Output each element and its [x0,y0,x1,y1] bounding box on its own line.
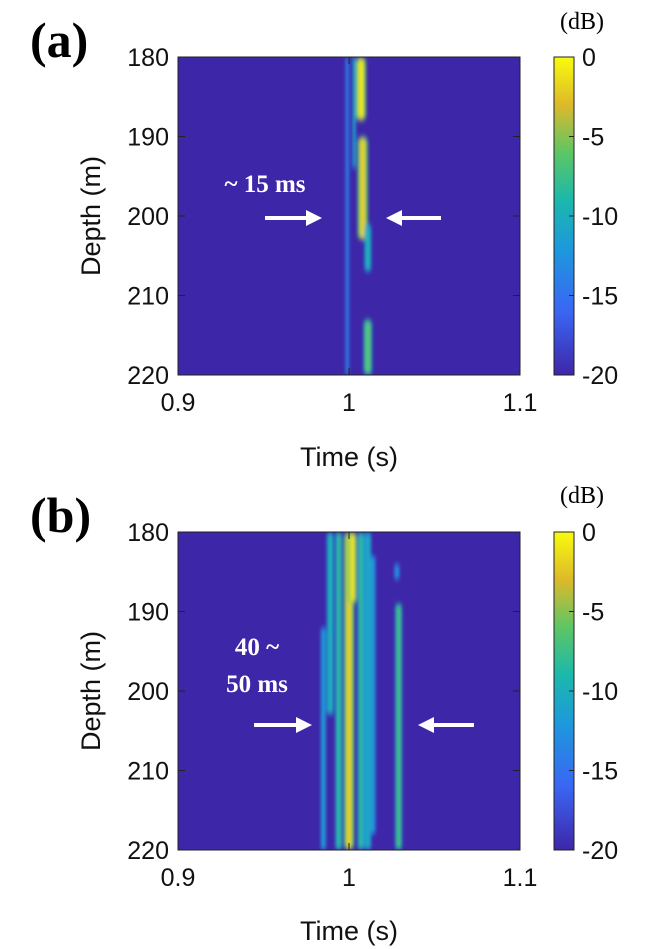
streak-core [395,565,399,578]
colorbar-unit: (dB) [560,9,604,35]
colorbar-unit: (dB) [560,483,604,509]
x-tick-label: 0.9 [161,389,196,417]
x-tick-label: 1 [342,389,356,417]
y-tick-label: 210 [127,758,169,786]
streak-core [360,138,366,238]
annotation-line-2: 50 ms [226,671,288,698]
colorbar-tick-label: -10 [582,678,618,706]
colorbar-tick-label: -10 [582,203,618,231]
streak-core [365,321,370,373]
streak-core [346,59,349,373]
heatmap-streaks [345,57,373,375]
y-tick-label: 220 [127,362,169,390]
y-axis-label: Depth (m) [76,631,106,751]
y-tick-label: 210 [127,283,169,311]
colorbar-ticks: 0 -5 -10 -15 -20 [569,519,618,865]
streak-core [366,534,370,848]
panel-label: (a) [30,12,88,68]
arrow-left-icon [418,717,474,733]
arrow-left-icon [386,210,441,226]
streak-core [396,605,401,848]
x-tick-label: 0.9 [161,864,196,892]
arrow-right-icon [265,210,322,226]
colorbar-tick-label: -15 [582,283,618,311]
y-tick-label: 190 [127,599,169,627]
x-axis-label: Time (s) [300,916,398,946]
x-axis-label: Time (s) [300,442,398,472]
panel-b: (b) 180 190 200 210 220 0.9 1 1.1 Depth (m) Ti… [30,483,618,946]
x-tick-label: 1.1 [503,864,538,892]
x-tick-label: 1 [342,864,356,892]
colorbar-tick-label: -15 [582,758,618,786]
y-axis-ticks: 180 190 200 210 220 [127,519,520,865]
streak-core [328,534,332,713]
colorbar-tick-label: -5 [582,124,604,152]
streak-core [371,557,375,833]
streak-core [337,534,341,848]
heatmap-streaks [320,532,403,850]
colorbar-tick-label: -5 [582,599,604,627]
y-axis-label: Depth (m) [76,156,106,276]
colorbar-tick-label: -20 [582,362,618,390]
streak-core [322,629,325,848]
x-axis-ticks: 0.9 1 1.1 [161,532,538,892]
colorbar-tick-label: 0 [582,519,596,547]
streak-core [346,534,352,848]
streak-core [359,534,363,848]
y-tick-label: 180 [127,519,169,547]
annotation-line-1: 40 ~ [235,634,279,661]
colorbar-ticks: 0 -5 -10 -15 -20 [569,44,618,390]
x-tick-label: 1.1 [503,389,538,417]
arrow-right-icon [254,717,312,733]
colorbar-tick-label: 0 [582,44,596,72]
y-tick-label: 220 [127,837,169,865]
y-axis-ticks: 180 190 200 210 220 [127,44,520,390]
panel-label: (b) [30,487,91,543]
y-tick-label: 200 [127,678,169,706]
streak-core [350,534,355,602]
panel-a: (a) 180 190 200 210 220 0.9 1 1.1 Depth (m) Ti… [30,9,618,472]
y-tick-label: 200 [127,203,169,231]
annotation-line-1: ~ 15 ms [224,171,305,198]
streak-core [358,59,364,119]
y-tick-label: 180 [127,44,169,72]
y-tick-label: 190 [127,124,169,152]
colorbar-tick-label: -20 [582,837,618,865]
streak-core [353,59,355,167]
streak-core [366,225,370,270]
x-axis-ticks: 0.9 1 1.1 [161,57,538,417]
